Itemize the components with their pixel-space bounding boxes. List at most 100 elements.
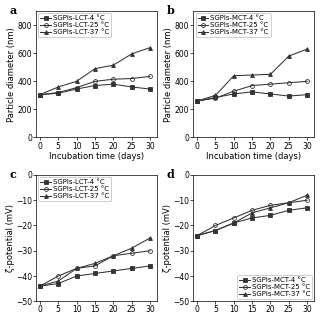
- SGPIs-LCT-25 °C: [111, 77, 115, 81]
- Line: SGPIs-MCT-4 °C: SGPIs-MCT-4 °C: [195, 206, 309, 237]
- SGPIs-LCT-25 °C: [111, 254, 115, 258]
- SGPIs-MCT-37 °C: [213, 228, 217, 232]
- SGPIs-LCT-37 °C: [111, 254, 115, 258]
- SGPIs-MCT-37 °C: [195, 234, 199, 237]
- SGPIs-LCT-25 °C: [93, 79, 97, 83]
- Legend: SGPIs-LCT-4 °C, SGPIs-LCT-25 °C, SGPIs-LCT-37 °C: SGPIs-LCT-4 °C, SGPIs-LCT-25 °C, SGPIs-L…: [38, 13, 111, 37]
- SGPIs-LCT-37 °C: [38, 284, 42, 288]
- SGPIs-MCT-37 °C: [287, 54, 291, 58]
- SGPIs-LCT-4 °C: [111, 82, 115, 86]
- SGPIs-LCT-4 °C: [38, 93, 42, 97]
- SGPIs-LCT-37 °C: [148, 46, 152, 50]
- SGPIs-MCT-25 °C: [268, 82, 272, 86]
- SGPIs-LCT-4 °C: [56, 91, 60, 95]
- SGPIs-MCT-25 °C: [195, 234, 199, 237]
- Line: SGPIs-LCT-25 °C: SGPIs-LCT-25 °C: [38, 75, 152, 97]
- SGPIs-MCT-37 °C: [213, 93, 217, 97]
- SGPIs-MCT-25 °C: [305, 79, 309, 83]
- Legend: SGPIs-LCT-4 °C, SGPIs-LCT-25 °C, SGPIs-LCT-37 °C: SGPIs-LCT-4 °C, SGPIs-LCT-25 °C, SGPIs-L…: [38, 177, 111, 201]
- SGPIs-MCT-37 °C: [250, 73, 254, 77]
- SGPIs-LCT-4 °C: [130, 267, 133, 270]
- SGPIs-LCT-37 °C: [93, 261, 97, 265]
- SGPIs-MCT-4 °C: [250, 90, 254, 94]
- SGPIs-MCT-25 °C: [250, 84, 254, 87]
- SGPIs-LCT-37 °C: [75, 267, 78, 270]
- SGPIs-LCT-4 °C: [56, 282, 60, 285]
- Line: SGPIs-MCT-37 °C: SGPIs-MCT-37 °C: [195, 47, 309, 103]
- SGPIs-LCT-37 °C: [148, 236, 152, 240]
- SGPIs-MCT-4 °C: [213, 228, 217, 232]
- SGPIs-MCT-37 °C: [268, 206, 272, 210]
- SGPIs-MCT-4 °C: [232, 92, 236, 96]
- Line: SGPIs-MCT-25 °C: SGPIs-MCT-25 °C: [195, 198, 309, 237]
- SGPIs-MCT-37 °C: [305, 47, 309, 51]
- SGPIs-LCT-4 °C: [38, 284, 42, 288]
- SGPIs-MCT-37 °C: [195, 99, 199, 103]
- SGPIs-LCT-37 °C: [56, 279, 60, 283]
- SGPIs-MCT-4 °C: [305, 206, 309, 210]
- Line: SGPIs-LCT-37 °C: SGPIs-LCT-37 °C: [38, 46, 152, 97]
- SGPIs-LCT-37 °C: [38, 93, 42, 97]
- SGPIs-LCT-4 °C: [75, 87, 78, 91]
- SGPIs-LCT-37 °C: [130, 52, 133, 56]
- Line: SGPIs-MCT-37 °C: SGPIs-MCT-37 °C: [195, 193, 309, 237]
- SGPIs-MCT-4 °C: [195, 234, 199, 237]
- SGPIs-LCT-37 °C: [75, 79, 78, 83]
- SGPIs-LCT-4 °C: [111, 269, 115, 273]
- SGPIs-MCT-25 °C: [232, 89, 236, 93]
- SGPIs-MCT-4 °C: [287, 208, 291, 212]
- SGPIs-MCT-37 °C: [232, 74, 236, 78]
- SGPIs-MCT-25 °C: [287, 81, 291, 85]
- Line: SGPIs-LCT-4 °C: SGPIs-LCT-4 °C: [38, 82, 152, 97]
- Text: b: b: [167, 5, 175, 16]
- SGPIs-MCT-25 °C: [213, 224, 217, 228]
- SGPIs-LCT-4 °C: [75, 274, 78, 278]
- Line: SGPIs-MCT-25 °C: SGPIs-MCT-25 °C: [195, 79, 309, 103]
- SGPIs-MCT-4 °C: [232, 221, 236, 225]
- SGPIs-LCT-25 °C: [38, 93, 42, 97]
- Y-axis label: Particle diameter (nm): Particle diameter (nm): [164, 27, 173, 122]
- Text: c: c: [10, 169, 17, 180]
- SGPIs-LCT-25 °C: [75, 267, 78, 270]
- SGPIs-LCT-37 °C: [130, 246, 133, 250]
- SGPIs-LCT-25 °C: [93, 264, 97, 268]
- SGPIs-MCT-37 °C: [305, 193, 309, 197]
- Y-axis label: ζ-potential (mV): ζ-potential (mV): [163, 204, 172, 272]
- Line: SGPIs-LCT-4 °C: SGPIs-LCT-4 °C: [38, 264, 152, 288]
- SGPIs-MCT-4 °C: [305, 93, 309, 97]
- SGPIs-LCT-37 °C: [56, 85, 60, 89]
- X-axis label: Incubation time (days): Incubation time (days): [206, 152, 301, 161]
- Y-axis label: ζ-potential (mV): ζ-potential (mV): [5, 204, 14, 272]
- SGPIs-MCT-37 °C: [268, 72, 272, 76]
- SGPIs-LCT-37 °C: [111, 63, 115, 67]
- SGPIs-LCT-25 °C: [130, 251, 133, 255]
- Line: SGPIs-LCT-37 °C: SGPIs-LCT-37 °C: [38, 236, 152, 288]
- Y-axis label: Particle diameter (nm): Particle diameter (nm): [7, 27, 16, 122]
- SGPIs-LCT-25 °C: [148, 249, 152, 253]
- SGPIs-LCT-25 °C: [56, 91, 60, 94]
- SGPIs-MCT-4 °C: [287, 94, 291, 98]
- SGPIs-MCT-25 °C: [195, 99, 199, 103]
- SGPIs-LCT-4 °C: [148, 264, 152, 268]
- Text: a: a: [10, 5, 17, 16]
- Line: SGPIs-MCT-4 °C: SGPIs-MCT-4 °C: [195, 90, 309, 103]
- Legend: SGPIs-MCT-4 °C, SGPIs-MCT-25 °C, SGPIs-MCT-37 °C: SGPIs-MCT-4 °C, SGPIs-MCT-25 °C, SGPIs-M…: [237, 275, 312, 299]
- SGPIs-LCT-4 °C: [93, 84, 97, 87]
- SGPIs-MCT-25 °C: [305, 198, 309, 202]
- SGPIs-LCT-25 °C: [148, 75, 152, 78]
- SGPIs-MCT-37 °C: [232, 221, 236, 225]
- SGPIs-MCT-25 °C: [250, 208, 254, 212]
- SGPIs-MCT-25 °C: [213, 96, 217, 100]
- X-axis label: Incubation time (days): Incubation time (days): [49, 152, 144, 161]
- SGPIs-LCT-37 °C: [93, 67, 97, 71]
- SGPIs-MCT-25 °C: [268, 203, 272, 207]
- SGPIs-MCT-4 °C: [213, 96, 217, 100]
- SGPIs-MCT-4 °C: [268, 213, 272, 217]
- SGPIs-LCT-25 °C: [56, 274, 60, 278]
- SGPIs-LCT-25 °C: [38, 284, 42, 288]
- SGPIs-MCT-25 °C: [232, 216, 236, 220]
- SGPIs-MCT-4 °C: [195, 99, 199, 103]
- SGPIs-LCT-4 °C: [93, 272, 97, 276]
- SGPIs-LCT-25 °C: [130, 76, 133, 80]
- SGPIs-LCT-4 °C: [148, 87, 152, 91]
